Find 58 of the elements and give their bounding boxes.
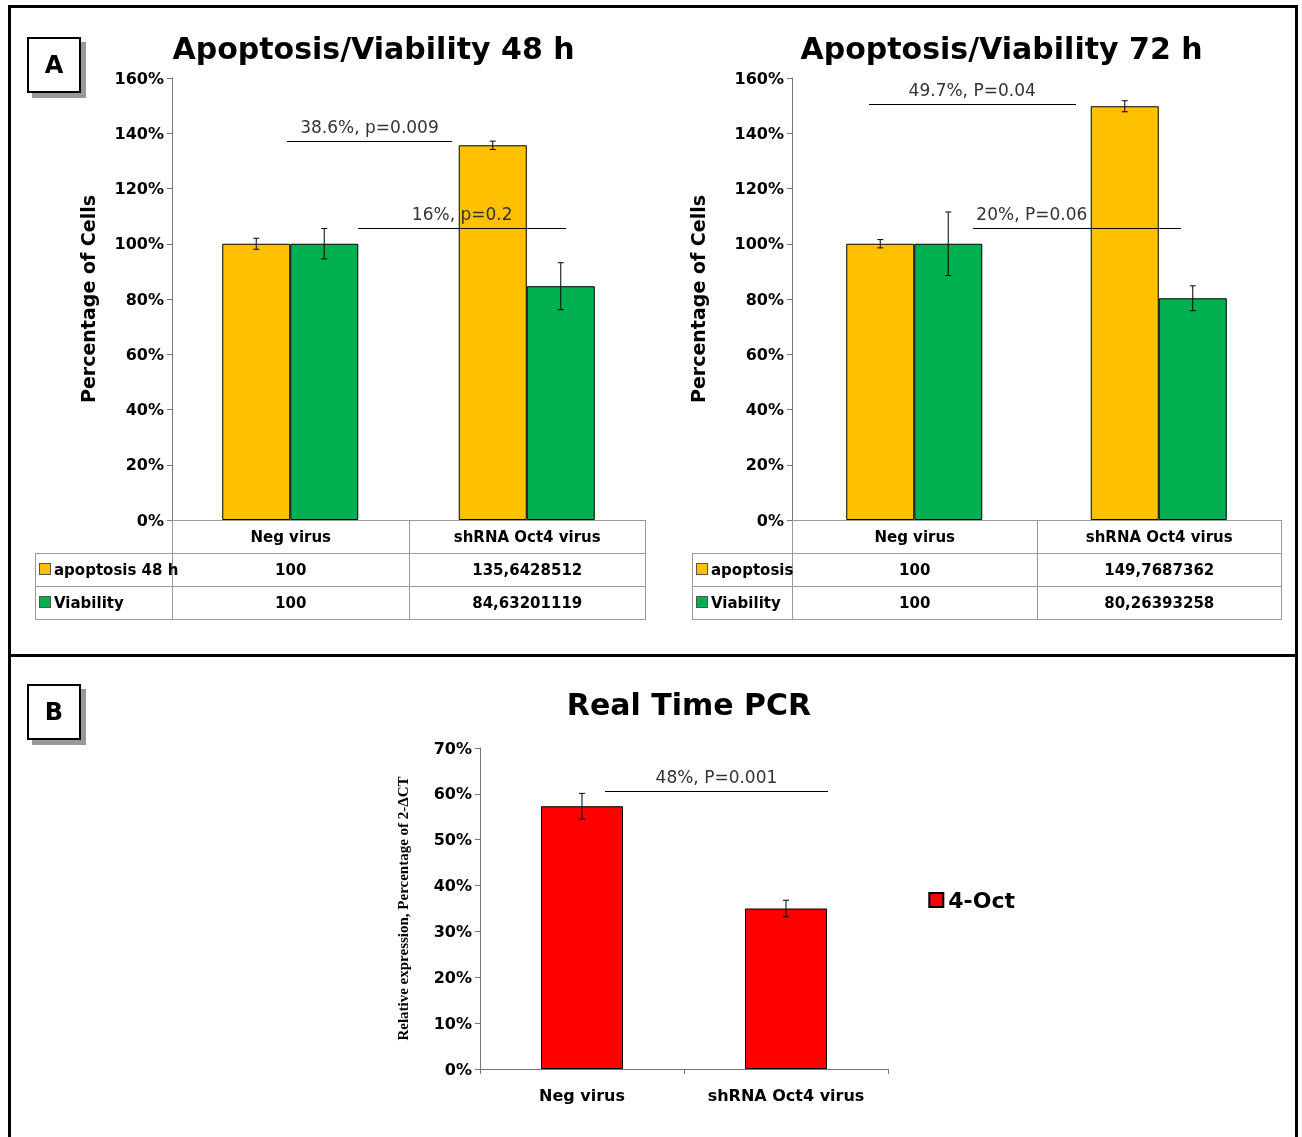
- y-tick-label: 50%: [433, 830, 472, 850]
- y-tick-label: 80%: [745, 289, 784, 309]
- y-tick-label: 0%: [756, 510, 784, 530]
- y-tick-label: 40%: [125, 400, 164, 419]
- y-tick-label: 40%: [433, 876, 472, 896]
- x-tick-label: shRNA Oct4 virus: [707, 1085, 865, 1105]
- text: A: [27, 37, 81, 93]
- y-tick-label: 30%: [433, 921, 472, 941]
- data-label: 135,6428512: [409, 553, 646, 587]
- x-tick-label: shRNA Oct4 virus: [409, 520, 646, 554]
- x-tick-label: Neg virus: [792, 520, 1037, 554]
- y-tick-label: 0%: [136, 510, 164, 530]
- legend-label: 4-Oct: [948, 887, 1016, 913]
- legend-label: apoptosis 48 h: [53, 560, 179, 581]
- y-tick-label: 10%: [433, 1013, 472, 1033]
- legend-label: Viability: [35, 586, 173, 620]
- y-tick-label: 160%: [734, 68, 784, 88]
- annotation: 16%, p=0.2: [411, 203, 513, 224]
- y-tick-label: 40%: [745, 400, 784, 419]
- annotation: 38.6%, p=0.009: [300, 116, 439, 137]
- data-label: 100: [792, 586, 1037, 620]
- y-tick-label: 100%: [734, 234, 784, 254]
- chart-title: Apoptosis/Viability 72 h: [800, 30, 1203, 66]
- y-tick-label: 20%: [745, 455, 784, 475]
- annotation: 48%, P=0.001: [655, 766, 778, 787]
- data-label: 100: [275, 561, 307, 579]
- text: B: [27, 684, 81, 740]
- annotation: 49.7%, P=0.04: [908, 79, 1036, 100]
- data-label: 100: [172, 586, 409, 620]
- y-tick-label: 120%: [114, 179, 164, 198]
- chart-title: Real Time PCR: [566, 686, 812, 722]
- legend-label: apoptosis: [692, 553, 794, 587]
- y-tick-label: 70%: [433, 738, 472, 758]
- legend-label: Viability: [692, 586, 793, 620]
- data-label: 80,26393258: [1037, 586, 1282, 620]
- y-tick-label: 80%: [125, 289, 164, 309]
- data-label: 100: [792, 553, 1037, 587]
- y-tick-label: 120%: [734, 179, 784, 198]
- x-tick-label: Neg virus: [539, 1085, 625, 1105]
- data-label: 84,63201119: [409, 586, 646, 620]
- y-tick-label: 60%: [125, 344, 164, 364]
- y-tick-label: 140%: [114, 123, 164, 143]
- data-label: 149,7687362: [1037, 553, 1282, 587]
- y-tick-label: 20%: [125, 455, 164, 475]
- y-axis-title: Percentage of Cells: [686, 195, 709, 403]
- y-tick-label: 100%: [114, 234, 164, 254]
- x-tick-label: Neg virus: [172, 520, 409, 554]
- y-axis-title: Percentage of Cells: [76, 195, 99, 403]
- y-tick-label: 0%: [444, 1059, 472, 1079]
- x-tick-label: shRNA Oct4 virus: [1037, 520, 1282, 554]
- y-tick-label: 60%: [745, 344, 784, 364]
- chart-title: Apoptosis/Viability 48 h: [172, 30, 575, 66]
- y-tick-label: 20%: [433, 967, 472, 987]
- y-tick-label: 160%: [114, 68, 164, 88]
- annotation: 20%, P=0.06: [976, 203, 1088, 224]
- y-tick-label: 140%: [734, 123, 784, 143]
- y-tick-label: 60%: [433, 784, 472, 804]
- y-axis-title: Relative expression, Percentage of 2-ΔCT: [394, 776, 411, 1041]
